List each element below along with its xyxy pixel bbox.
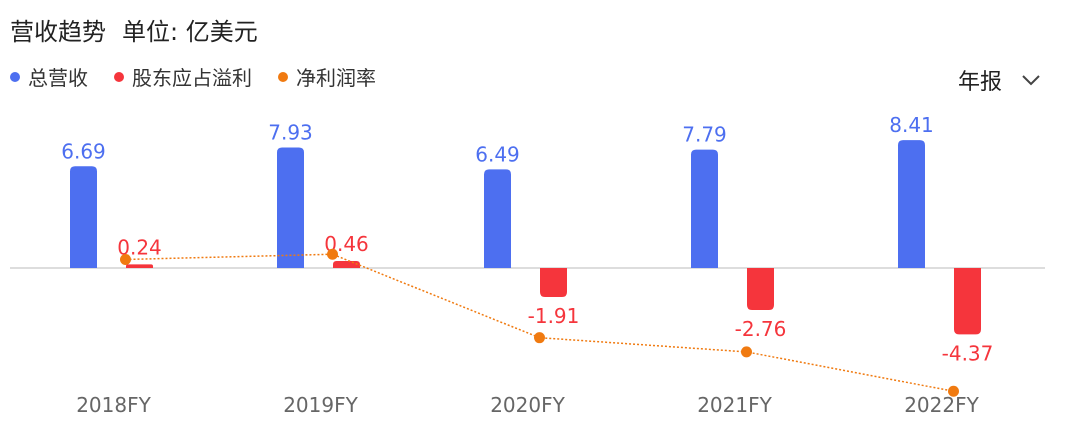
chart-unit: 单位: 亿美元 [122,18,258,46]
x-axis-tick-label: 2020FY [490,393,565,417]
legend-item-revenue[interactable]: 总营收 [10,62,88,91]
revenue-bar [484,169,511,268]
chart-legend: 总营收 股东应占溢利 净利润率 [10,62,402,91]
revenue-data-label: 6.69 [61,139,106,163]
legend-item-margin[interactable]: 净利润率 [278,62,376,91]
revenue-bar [70,166,97,268]
x-axis-tick-label: 2021FY [697,393,772,417]
margin-point [120,253,131,265]
profit-data-label: -4.37 [942,341,994,365]
margin-point [327,248,338,260]
chart-title-text: 营收趋势 [10,18,106,46]
legend-dot-margin [278,71,288,82]
revenue-data-label: 7.93 [268,120,313,144]
revenue-data-label: 6.49 [475,142,520,166]
revenue-bar [898,140,925,268]
margin-point [948,385,959,397]
legend-label-margin: 净利润率 [296,66,376,90]
chart-title: 营收趋势 单位: 亿美元 [10,12,258,47]
x-axis-tick-label: 2018FY [76,393,151,417]
period-selector[interactable]: 年报 [958,64,1042,96]
profit-data-label: 0.24 [117,235,162,259]
margin-point [741,346,752,358]
legend-dot-revenue [10,71,20,82]
x-axis-tick-label: 2019FY [283,393,358,417]
profit-bar [540,268,567,298]
profit-bar [126,264,153,268]
profit-data-label: -2.76 [735,317,787,341]
margin-point [534,332,545,344]
legend-item-profit[interactable]: 股东应占溢利 [114,62,252,91]
revenue-data-label: 8.41 [889,113,934,137]
legend-label-revenue: 总营收 [28,66,88,90]
x-axis-tick-label: 2022FY [904,393,979,417]
legend-label-profit: 股东应占溢利 [132,66,252,90]
legend-dot-profit [114,71,124,82]
profit-bar [954,268,981,335]
profit-bar [747,268,774,310]
profit-data-label: -1.91 [528,304,580,328]
period-selector-label: 年报 [957,70,1002,95]
revenue-bar [691,149,718,268]
revenue-data-label: 7.79 [682,123,727,147]
chevron-down-icon [1022,75,1040,86]
revenue-bar [277,147,304,268]
